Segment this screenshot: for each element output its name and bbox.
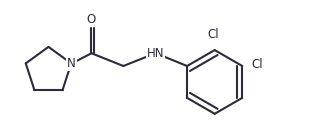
Text: O: O <box>87 13 96 26</box>
Text: HN: HN <box>147 47 164 60</box>
Text: Cl: Cl <box>207 28 219 41</box>
Text: N: N <box>67 57 76 70</box>
Text: Cl: Cl <box>251 58 263 71</box>
